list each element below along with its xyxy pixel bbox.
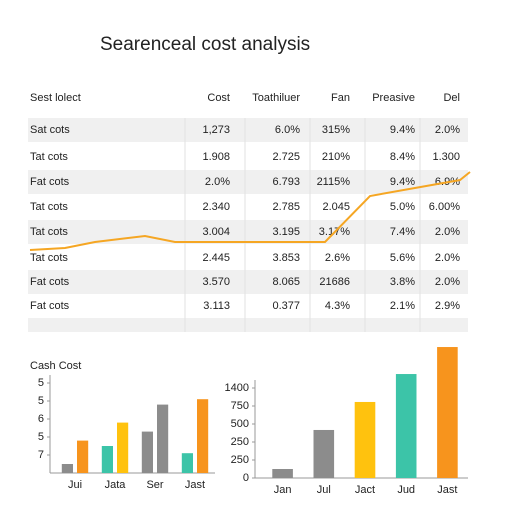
table-cell: 3.195: [272, 226, 300, 238]
y-tick-label: 1400: [225, 382, 249, 394]
table-cell: 6.00%: [429, 201, 460, 213]
table-cell: 21686: [319, 276, 350, 288]
table-cell: Tat cots: [30, 226, 68, 238]
y-tick-label: 6: [38, 413, 44, 425]
row-background: [28, 118, 468, 142]
trend-line: [29, 171, 471, 251]
table-cell: 2.1%: [390, 300, 415, 312]
table-cell: 2.0%: [435, 124, 460, 136]
table-cell: 1,273: [202, 124, 230, 136]
table-cell: 2115%: [317, 176, 351, 188]
table-cell: Fat cots: [30, 276, 70, 288]
column-header: Fan: [331, 92, 350, 104]
x-tick-label: Jata: [105, 479, 127, 491]
table-cell: 3.8%: [390, 276, 415, 288]
x-tick-label: Jast: [437, 484, 457, 496]
bar: [117, 422, 129, 473]
bar: [61, 464, 73, 473]
table-cell: 1.908: [202, 151, 230, 163]
table-cell: 9.4%: [390, 124, 415, 136]
table-cell: 5.0%: [390, 201, 415, 213]
row-background: [28, 170, 468, 194]
table-cell: 2.0%: [435, 226, 460, 238]
bar: [197, 399, 209, 473]
table-cell: 8.065: [272, 276, 300, 288]
bar: [181, 453, 193, 473]
y-tick-label: 250: [231, 454, 249, 466]
table-cell: Tat cots: [30, 252, 68, 264]
table-cell: 2.0%: [435, 276, 460, 288]
table-cell: 3.570: [202, 276, 230, 288]
y-tick-label: 250: [231, 436, 249, 448]
table-cell: 0.377: [272, 300, 300, 312]
x-tick-label: Jast: [185, 479, 205, 491]
table-cell: Fat cots: [30, 300, 70, 312]
y-tick-label: 5: [38, 377, 44, 389]
chart-title: Cash Cost: [30, 360, 81, 372]
table-cell: 3.004: [202, 226, 230, 238]
table-cell: 3.113: [203, 300, 230, 312]
y-tick-label: 7: [38, 449, 44, 461]
table-cell: 2.0%: [205, 176, 230, 188]
table-cell: 2.9%: [435, 300, 460, 312]
x-tick-label: Jan: [274, 484, 292, 496]
row-background: [28, 220, 468, 244]
table-cell: 2.0%: [435, 252, 460, 264]
table-cell: 1.300: [432, 151, 460, 163]
table-cell: Fat cots: [30, 176, 70, 188]
table-cell: 8.4%: [390, 151, 415, 163]
table-cell: Sat cots: [30, 124, 70, 136]
y-tick-label: 5: [38, 431, 44, 443]
table-cell: 2.445: [202, 252, 230, 264]
table-cell: 6.793: [272, 176, 300, 188]
table-cell: 3.853: [272, 252, 300, 264]
table-cell: 2.045: [322, 201, 350, 213]
x-tick-label: Jui: [68, 479, 82, 491]
table-cell: Tat cots: [30, 151, 68, 163]
bar: [101, 446, 113, 473]
table: Sest lolect Cost Toathiluer Fan Preasive Del S…: [28, 92, 468, 332]
table-cell: 5.6%: [390, 252, 415, 264]
bar: [354, 401, 376, 478]
table-cell: 315%: [322, 124, 350, 136]
table-cell: 7.4%: [390, 226, 415, 238]
table-cell: 4.3%: [325, 300, 350, 312]
bar: [395, 374, 417, 478]
table-cell: 2.340: [202, 201, 230, 213]
y-tick-label: 5: [38, 395, 44, 407]
column-header: Sest lolect: [30, 92, 81, 104]
charts: Cash Cost 5 5 6 5 7 Jui Jata Ser Jast 1400 750 500 25…: [30, 347, 468, 496]
bar: [141, 431, 153, 473]
bar: [437, 347, 458, 478]
column-header: Toathiluer: [252, 92, 300, 104]
table-cell: 9.4%: [390, 176, 415, 188]
y-tick-label: 750: [231, 400, 249, 412]
column-header: Del: [443, 92, 460, 104]
x-tick-label: Jact: [355, 484, 375, 496]
table-cell: 2.785: [272, 201, 300, 213]
page-title: Searenceal cost analysis: [100, 34, 310, 55]
x-tick-label: Ser: [146, 479, 163, 491]
row-background: [28, 318, 468, 332]
table-cell: 210%: [322, 151, 350, 163]
y-tick-label: 500: [231, 418, 249, 430]
bar: [157, 404, 169, 473]
x-tick-label: Jul: [317, 484, 331, 496]
bar: [77, 440, 89, 473]
row-background: [28, 270, 468, 294]
bar: [313, 429, 335, 478]
table-cell: 6.0%: [275, 124, 300, 136]
x-tick-label: Jud: [397, 484, 415, 496]
table-cell: 2.6%: [325, 252, 350, 264]
bar: [272, 469, 293, 478]
table-cell: Tat cots: [30, 201, 68, 213]
y-tick-label: 0: [243, 472, 249, 484]
column-header: Cost: [207, 92, 230, 104]
column-header: Preasive: [372, 92, 415, 104]
table-cell: 2.725: [272, 151, 300, 163]
